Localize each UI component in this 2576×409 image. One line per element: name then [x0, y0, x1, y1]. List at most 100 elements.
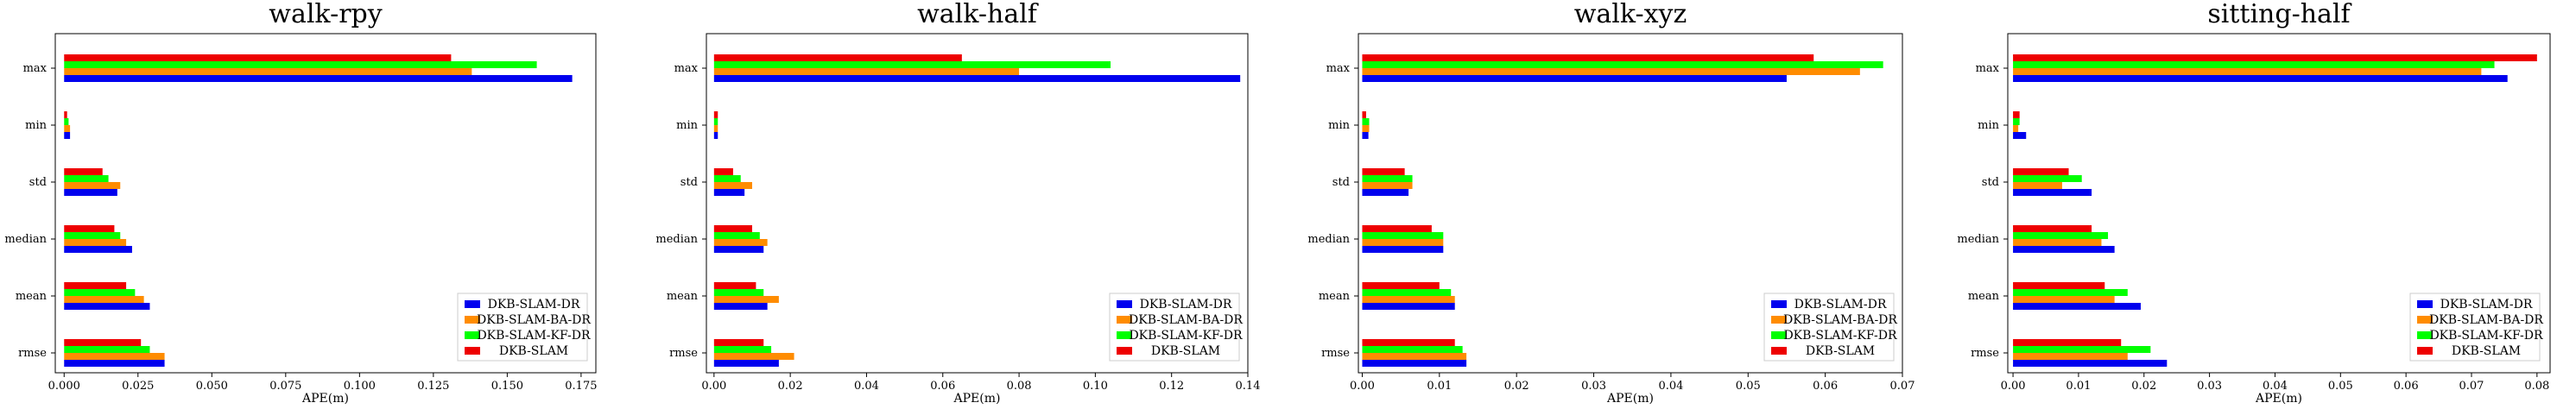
y-tick-label: std [1982, 176, 1999, 189]
legend-label: DKB-SLAM [2452, 344, 2521, 358]
bar-median-dkb-slam-kf-dr [713, 232, 760, 239]
legend-swatch [1771, 347, 1787, 355]
legend-label: DKB-SLAM [499, 344, 568, 358]
x-tick-label: 0.10 [1083, 380, 1108, 393]
x-tick-label: 0.075 [269, 380, 301, 393]
x-tick-label: 0.04 [854, 380, 879, 393]
bar-rmse-dkb-slam [2013, 339, 2122, 346]
bar-max-dkb-slam-ba-dr [2013, 68, 2482, 75]
bar-min-dkb-slam-ba-dr [713, 125, 718, 132]
bar-rmse-dkb-slam-kf-dr [2013, 346, 2151, 353]
legend-label: DKB-SLAM-DR [488, 298, 580, 311]
bar-max-dkb-slam-kf-dr [64, 61, 537, 68]
bar-mean-dkb-slam-dr [1362, 303, 1455, 310]
bar-median-dkb-slam-dr [713, 246, 764, 253]
legend-swatch [1117, 347, 1132, 355]
bar-max-dkb-slam-dr [2013, 75, 2508, 82]
x-tick-label: 0.07 [2459, 380, 2484, 393]
bar-std-dkb-slam-dr [64, 189, 117, 196]
legend: DKB-SLAM-DR DKB-SLAM-BA-DR DKB-SLAM-KF-DRD… [457, 293, 591, 362]
y-tick-label: max [23, 62, 47, 75]
bar-min-dkb-slam [1362, 111, 1366, 118]
bar-median-dkb-slam-kf-dr [64, 232, 121, 239]
bar-max-dkb-slam [2013, 54, 2537, 61]
bar-std-dkb-slam-ba-dr [713, 182, 752, 189]
bar-min-dkb-slam [64, 111, 67, 118]
legend-swatch [1117, 316, 1132, 324]
bar-mean-dkb-slam-dr [64, 303, 150, 310]
bar-median-dkb-slam [1362, 225, 1432, 232]
x-tick-label: 0.000 [48, 380, 80, 393]
bar-std-dkb-slam-ba-dr [2013, 182, 2062, 189]
plot-frame [1358, 33, 1903, 374]
legend-swatch [1771, 300, 1787, 308]
x-tick-label: 0.08 [2524, 380, 2549, 393]
chart-panel-2: walk-half max min std median mean rmse 0.00 0.02… [655, 0, 1260, 406]
x-tick-label: 0.06 [930, 380, 955, 393]
x-tick-label: 0.100 [344, 380, 376, 393]
x-tick-label: 0.050 [196, 380, 228, 393]
legend-swatch [2417, 316, 2433, 324]
bar-min-dkb-slam-dr [1362, 132, 1369, 139]
x-tick-label: 0.175 [565, 380, 597, 393]
bar-std-dkb-slam [64, 168, 103, 175]
bar-std-dkb-slam [713, 168, 733, 175]
chart-panel-1: walk-rpy max min std median mean rmse 0.000 0.02… [4, 0, 597, 406]
bar-max-dkb-slam [713, 54, 962, 61]
y-tick-label: mean [1968, 290, 2000, 303]
y-tick-label: mean [16, 290, 47, 303]
legend-label: DKB-SLAM-BA-DR [2429, 313, 2543, 327]
legend-swatch [2417, 331, 2433, 339]
legend-swatch [2417, 300, 2433, 308]
bar-std-dkb-slam [2013, 168, 2069, 175]
bar-min-dkb-slam-dr [64, 132, 71, 139]
legend-swatch [465, 331, 480, 339]
bar-std-dkb-slam-kf-dr [1362, 175, 1413, 182]
y-tick-label: rmse [18, 347, 47, 360]
bar-median-dkb-slam-ba-dr [1362, 239, 1444, 246]
bar-max-dkb-slam [1362, 54, 1814, 61]
x-axis-label: APE(m) [2255, 392, 2302, 406]
legend-label: DKB-SLAM-DR [2440, 298, 2533, 311]
bar-rmse-dkb-slam-ba-dr [64, 353, 165, 360]
x-tick-label: 0.00 [1350, 380, 1375, 393]
x-tick-label: 0.125 [417, 380, 449, 393]
bar-std-dkb-slam-kf-dr [713, 175, 741, 182]
bar-min-dkb-slam-ba-dr [1362, 125, 1370, 132]
legend-label: DKB-SLAM-KF-DR [1783, 329, 1897, 343]
x-tick-label: 0.04 [1658, 380, 1683, 393]
y-tick-label: max [674, 62, 699, 75]
x-tick-label: 0.05 [2328, 380, 2353, 393]
legend-label: DKB-SLAM [1151, 344, 1220, 358]
legend-swatch [2417, 347, 2433, 355]
bar-mean-dkb-slam-kf-dr [713, 289, 764, 296]
x-tick-label: 0.08 [1007, 380, 1032, 393]
x-tick-label: 0.05 [1736, 380, 1761, 393]
bar-max-dkb-slam-dr [1362, 75, 1787, 82]
bar-min-dkb-slam-kf-dr [64, 118, 69, 125]
bar-median-dkb-slam-kf-dr [1362, 232, 1444, 239]
plot-frame [706, 33, 1249, 374]
bar-mean-dkb-slam-dr [2013, 303, 2141, 310]
y-tick-label: max [1976, 62, 2000, 75]
bar-max-dkb-slam-ba-dr [713, 68, 1020, 75]
y-tick-label: rmse [1971, 347, 1999, 360]
bar-median-dkb-slam-ba-dr [713, 239, 768, 246]
chart-title: sitting-half [2207, 0, 2351, 29]
bar-std-dkb-slam-dr [1362, 189, 1409, 196]
legend: DKB-SLAM-DR DKB-SLAM-BA-DR DKB-SLAM-KF-DRD… [1763, 293, 1897, 362]
legend-label: DKB-SLAM [1806, 344, 1875, 358]
legend-label: DKB-SLAM-DR [1140, 298, 1232, 311]
chart-panel-4: sitting-half max min std median mean rmse 0.00 0… [1957, 0, 2551, 406]
x-tick-label: 0.01 [2066, 380, 2091, 393]
y-tick-label: median [4, 233, 47, 246]
bar-min-dkb-slam-ba-dr [64, 125, 71, 132]
legend-swatch [1117, 300, 1132, 308]
x-tick-label: 0.03 [2197, 380, 2222, 393]
bar-median-dkb-slam-ba-dr [64, 239, 127, 246]
legend-swatch [465, 347, 480, 355]
bar-median-dkb-slam-dr [1362, 246, 1444, 253]
x-tick-label: 0.150 [491, 380, 523, 393]
x-tick-label: 0.025 [122, 380, 154, 393]
